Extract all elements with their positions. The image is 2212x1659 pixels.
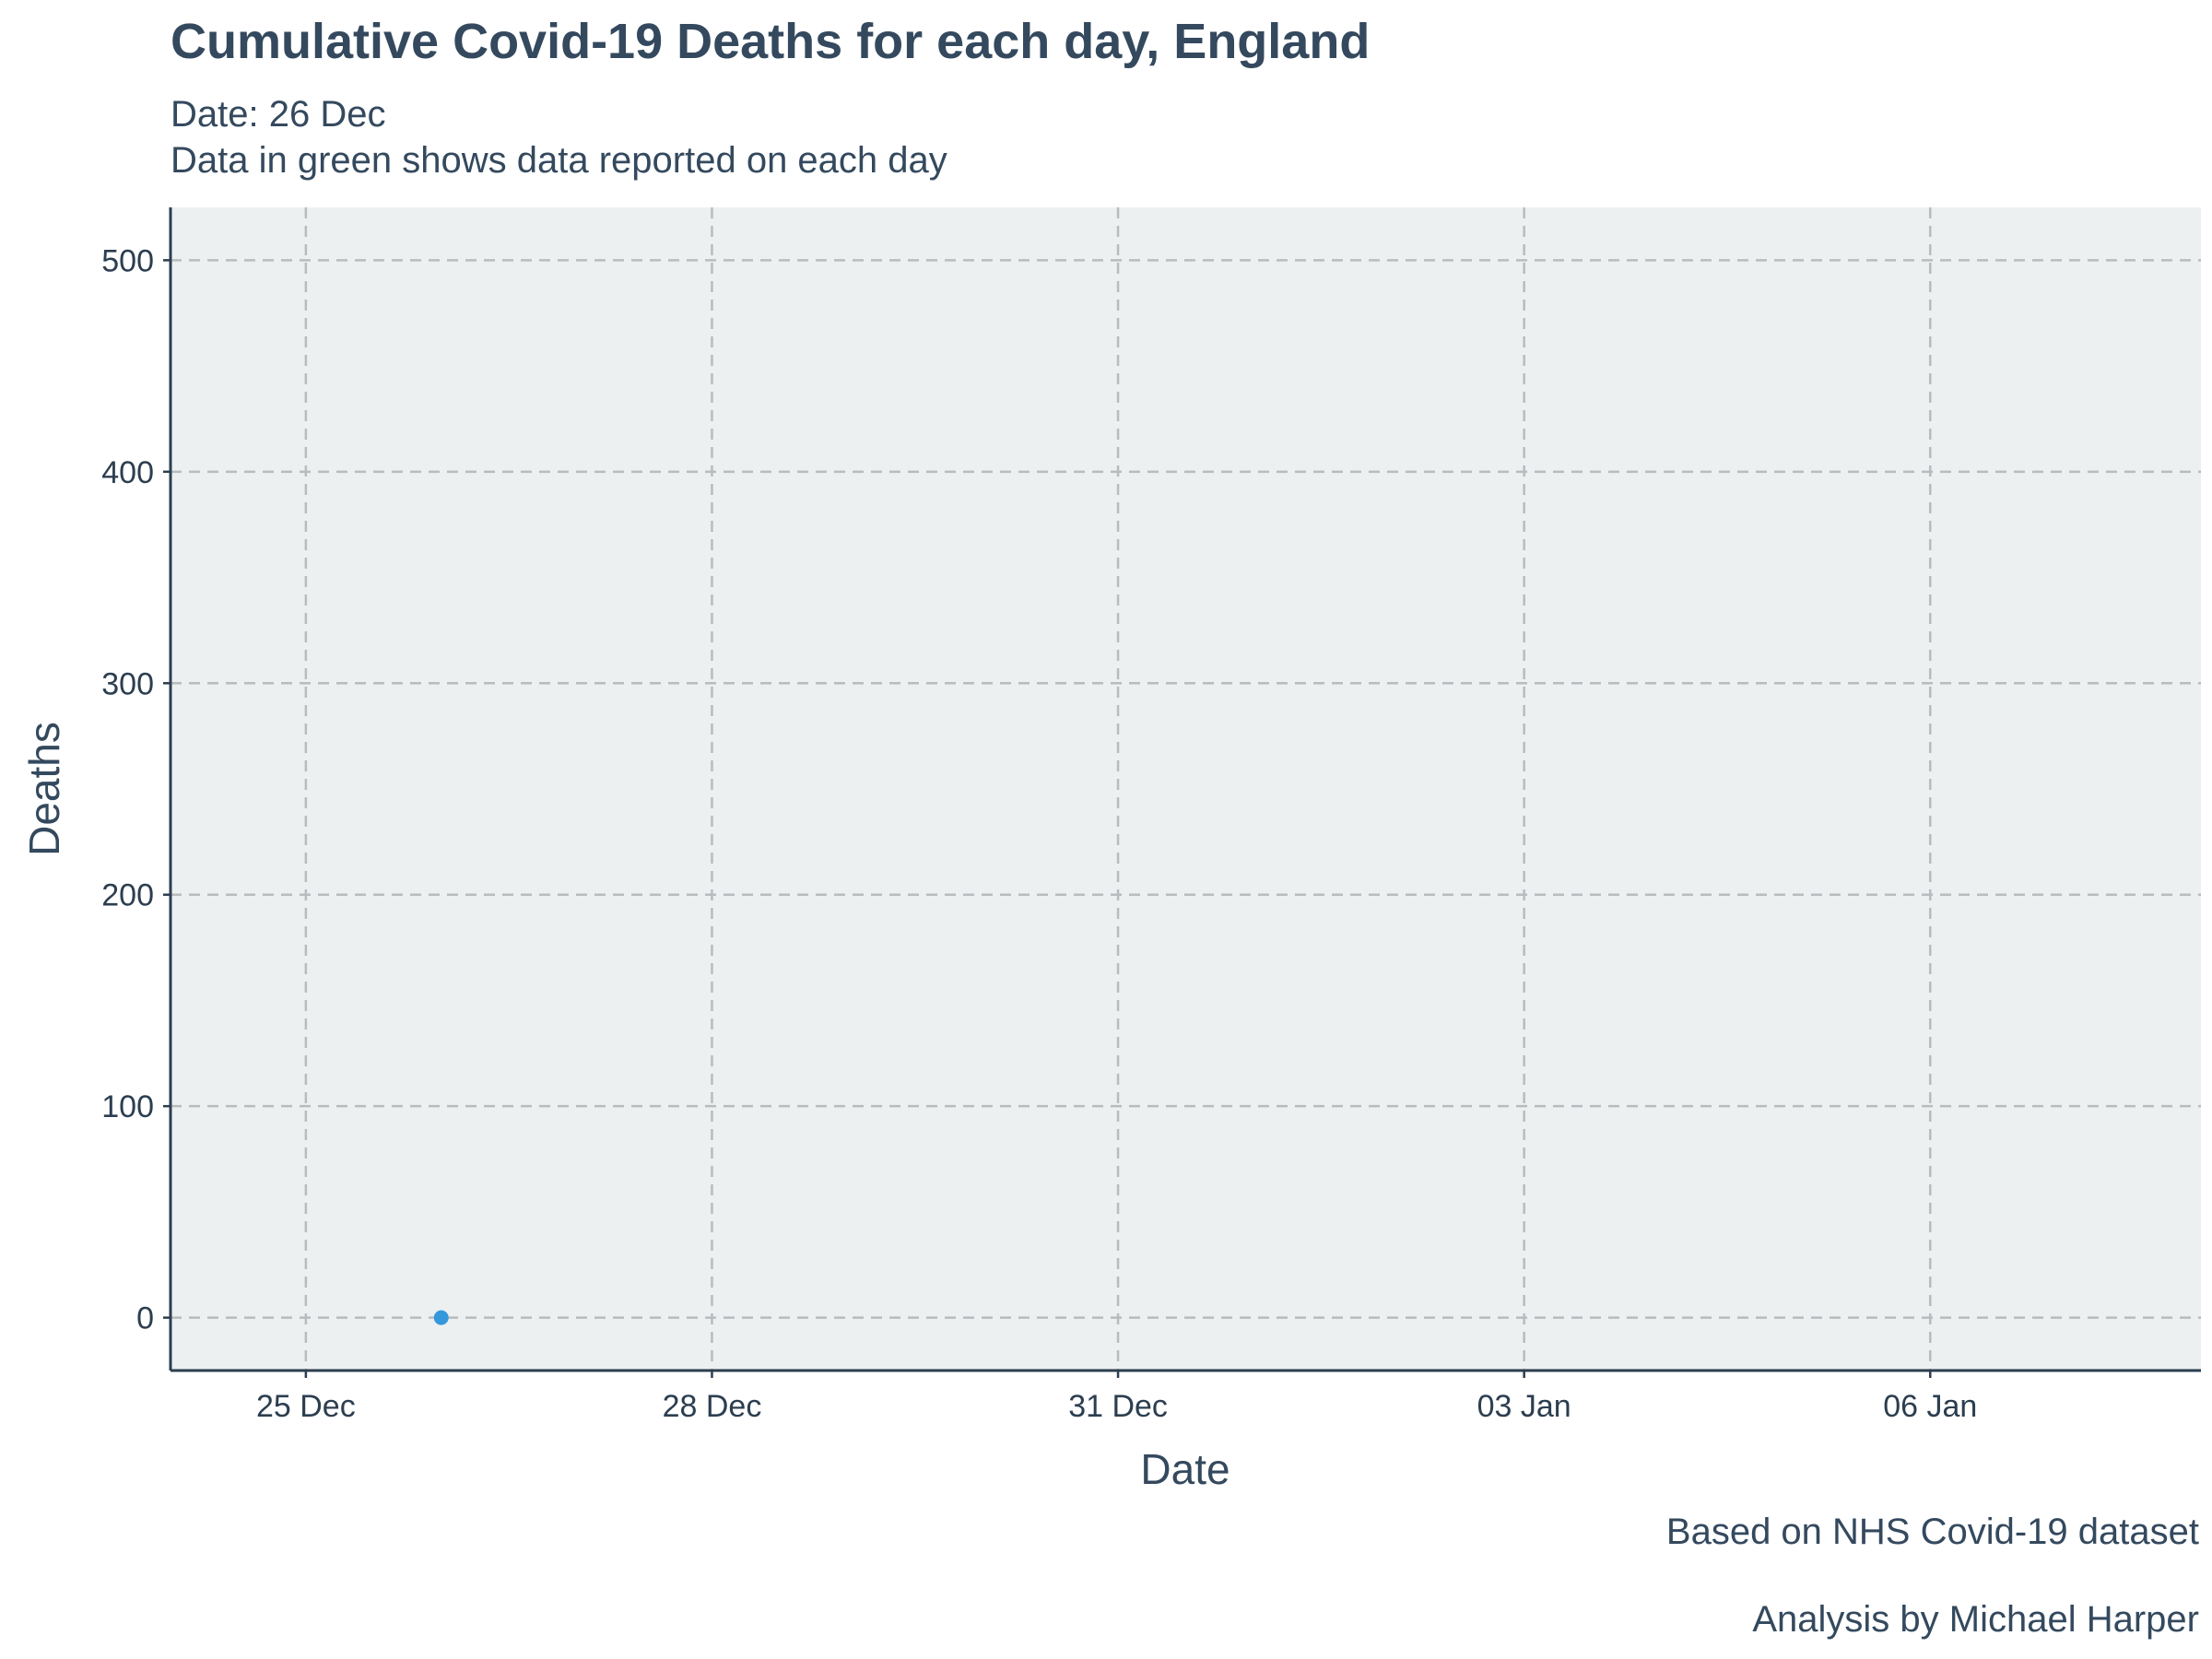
x-tick-label: 06 Jan [1883,1389,1977,1424]
caption-author: Analysis by Michael Harper [1752,1599,2199,1640]
chart-subtitle-date: Date: 26 Dec [171,94,386,135]
data-point [433,1310,449,1325]
y-tick-label: 0 [136,1301,154,1336]
plot-panel [171,207,2201,1371]
x-tick-label: 28 Dec [663,1389,762,1424]
caption-source: Based on NHS Covid-19 dataset [1665,1512,2199,1552]
ticks: 0 100 200 300 400 500 25 Dec 28 Dec 31 Dec 03 Jan… [101,243,1977,1424]
x-axis-title: Date [1140,1445,1230,1493]
y-tick-label: 400 [101,455,154,490]
x-tick-label: 03 Jan [1477,1389,1571,1424]
axes [169,207,2201,1372]
y-tick-label: 100 [101,1089,154,1124]
grid [171,207,2201,1371]
y-tick-label: 500 [101,243,154,278]
x-tick-label: 25 Dec [256,1389,356,1424]
chart-title: Cumulative Covid-19 Deaths for each day,… [171,14,1371,69]
x-tick-label: 31 Dec [1068,1389,1168,1424]
chart-subtitle-note: Data in green shows data reported on eac… [171,140,947,181]
points [433,1310,449,1325]
y-tick-label: 200 [101,878,154,913]
y-axis-title: Deaths [20,722,68,856]
y-tick-label: 300 [101,666,154,701]
